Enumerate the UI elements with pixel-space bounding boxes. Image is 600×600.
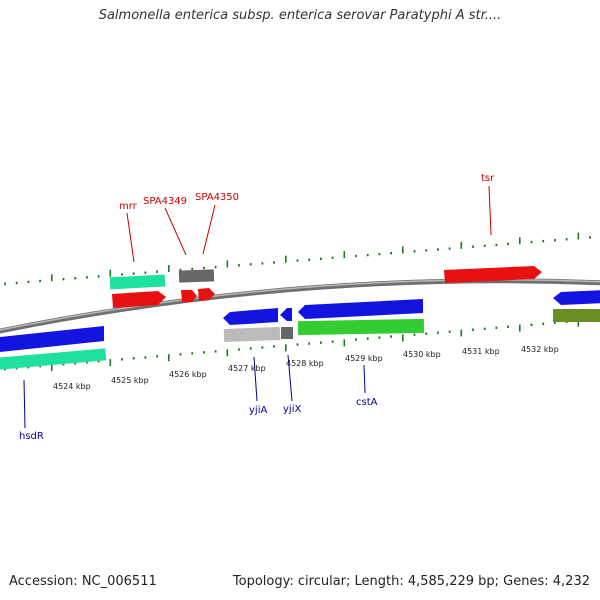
- accession-text: Accession: NC_006511: [9, 574, 157, 589]
- gene-label-spa4349: SPA4349: [143, 196, 187, 207]
- organism-title: Salmonella enterica subsp. enterica sero…: [98, 8, 502, 23]
- gene-next-block: [553, 309, 600, 322]
- cds-spa4350-arrow: [198, 288, 215, 301]
- leader-mrr: [126, 212, 135, 263]
- gene-label-yjia: yjiA: [249, 405, 267, 416]
- leader-spa4349: [164, 207, 187, 256]
- leader-tsr: [488, 185, 492, 236]
- cds-next-arrow: [553, 290, 600, 305]
- cds-tsr-arrow: [444, 266, 542, 283]
- cds-csta-arrow: [298, 299, 423, 319]
- scale-label-4529: 4529 kbp: [345, 354, 383, 363]
- cds-hsdr-arrow: [0, 326, 104, 352]
- gene-label-tsr: tsr: [481, 173, 495, 184]
- leader-yjia: [253, 356, 258, 402]
- cds-spa4349-arrow: [181, 290, 197, 302]
- cds-yjix-arrow: [280, 308, 292, 321]
- leader-hsdr: [23, 379, 26, 429]
- genome-backbone: [0, 278, 600, 334]
- cds-mrr-arrow: [112, 291, 166, 308]
- leader-yjix: [287, 354, 293, 402]
- gene-label-spa4350: SPA4350: [195, 192, 239, 203]
- gene-hsdr-block: [0, 348, 107, 370]
- gene-label-csta: cstA: [356, 397, 378, 408]
- gene-yjix-block: [281, 327, 293, 339]
- leader-spa4350: [202, 204, 216, 255]
- scale-label-4531: 4531 kbp: [462, 347, 500, 356]
- scale-label-4530: 4530 kbp: [403, 350, 441, 359]
- scale-label-4525: 4525 kbp: [111, 376, 149, 385]
- scale-label-4524: 4524 kbp: [53, 382, 91, 391]
- upper-scale-line: [4, 232, 591, 285]
- gene-label-mrr: mrr: [119, 201, 138, 212]
- cds-yjia-arrow: [223, 308, 278, 325]
- genome-summary-text: Topology: circular; Length: 4,585,229 bp…: [232, 574, 590, 589]
- scale-label-4532: 4532 kbp: [521, 345, 559, 354]
- gene-mrr-block: [109, 274, 166, 290]
- gene-spa4349-block: [178, 269, 215, 283]
- leader-csta: [363, 364, 366, 394]
- gene-label-hsdr: hsdR: [19, 431, 44, 442]
- scale-label-4527: 4527 kbp: [228, 364, 266, 373]
- scale-label-4526: 4526 kbp: [169, 370, 207, 379]
- genome-backbone-highlight: [0, 279, 600, 331]
- gene-csta-block: [297, 318, 425, 336]
- scale-label-4528: 4528 kbp: [286, 359, 324, 368]
- gene-yjia-block: [223, 327, 281, 342]
- gene-label-yjix: yjiX: [283, 404, 301, 415]
